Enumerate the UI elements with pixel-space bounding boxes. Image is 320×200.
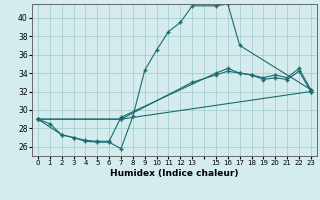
X-axis label: Humidex (Indice chaleur): Humidex (Indice chaleur) <box>110 169 239 178</box>
